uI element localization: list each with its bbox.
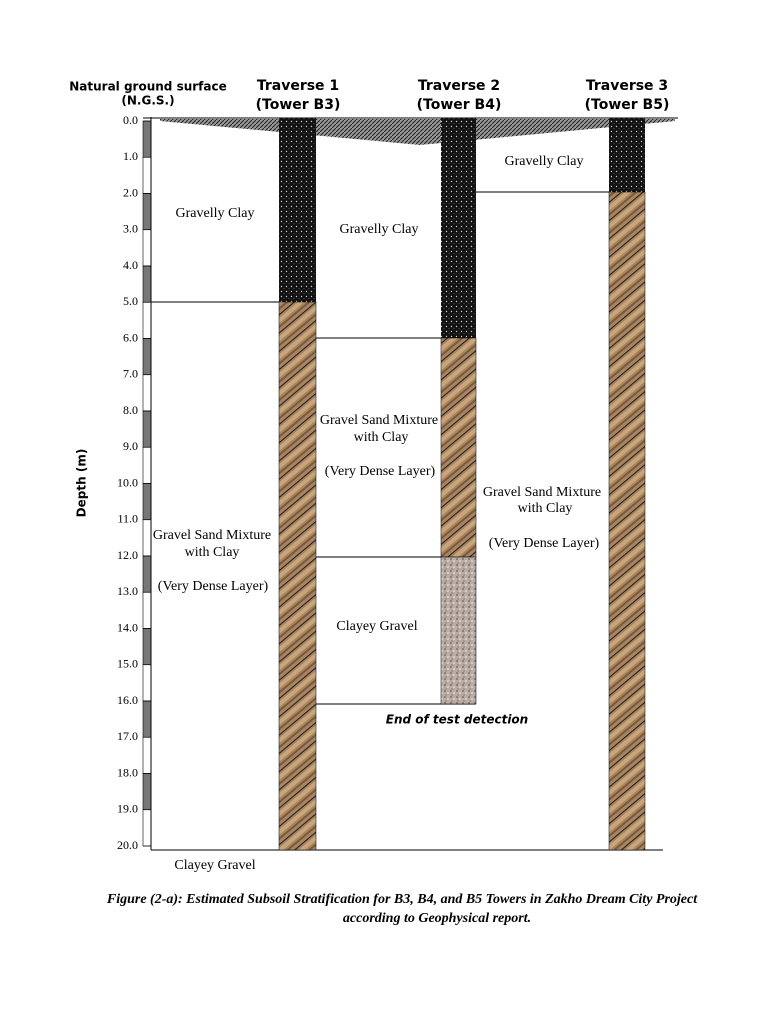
scale-segment (142, 700, 152, 738)
layer-boundaries (150, 117, 663, 851)
layer-label: Gravel Sand Mixture (483, 485, 601, 500)
depth-tick-label: 20.0 (117, 838, 138, 852)
depth-tick-label: 1.0 (123, 149, 138, 163)
traverse-name: Traverse 1 (257, 78, 339, 94)
layer-label: with Clay (185, 545, 240, 560)
depth-tick-label: 9.0 (123, 439, 138, 453)
depth-tick-label: 8.0 (123, 403, 138, 417)
scale-segment (142, 483, 152, 521)
depth-tick-label: 2.0 (123, 185, 138, 199)
depth-tick-label: 10.0 (117, 475, 138, 489)
scale-segment (142, 664, 152, 702)
tower-name: (Tower B3) (256, 97, 341, 113)
depth-tick-label: 15.0 (117, 657, 138, 671)
traverse-name: Traverse 3 (586, 78, 668, 94)
layer-label: Gravelly Clay (340, 222, 419, 237)
boring-column (608, 191, 646, 851)
depth-tick-label: 18.0 (117, 765, 138, 779)
layer-label: Clayey Gravel (174, 858, 255, 873)
boring-column (440, 337, 477, 558)
scale-segment (142, 120, 152, 158)
caption: according to Geophysical report. (343, 911, 531, 926)
depth-tick-label: 5.0 (123, 294, 138, 308)
boring-column (609, 118, 645, 192)
depth-tick-label: 7.0 (123, 367, 138, 381)
boring-column (441, 118, 476, 338)
boring-column (279, 118, 316, 302)
depth-tick-label: 0.0 (123, 113, 138, 127)
depth-tick-label: 12.0 (117, 548, 138, 562)
scale-segment (142, 265, 152, 303)
scale-segment (142, 773, 152, 811)
end-note: End of test detection (386, 713, 528, 727)
ngs-label: (N.G.S.) (121, 94, 174, 108)
depth-tick-label: 14.0 (117, 620, 138, 634)
scale-segment (142, 301, 152, 339)
layer-label: with Clay (354, 430, 409, 445)
depth-tick-label: 13.0 (117, 584, 138, 598)
depth-tick-label: 11.0 (117, 512, 138, 526)
scale-segment (142, 229, 152, 267)
scale-segment (142, 519, 152, 557)
scale-segment (142, 410, 152, 448)
depth-tick-label: 3.0 (123, 222, 138, 236)
scale-segment (142, 555, 152, 593)
layer-label: Gravelly Clay (505, 154, 584, 169)
scale-segment (142, 446, 152, 484)
layer-label: Gravel Sand Mixture (320, 413, 438, 428)
depth-scale: 0.0 1.0 2.0 3.0 4.0 5.0 6.0 7.0 8.0 9.0 10.0 11.0 12… (117, 113, 152, 852)
depth-tick-label: 17.0 (117, 729, 138, 743)
depth-tick-label: 4.0 (123, 258, 138, 272)
layer-label: (Very Dense Layer) (489, 536, 600, 551)
scale-segment (142, 809, 152, 847)
caption: Figure (2-a): Estimated Subsoil Stratifi… (106, 892, 698, 907)
boring-column (440, 556, 477, 705)
layer-label: (Very Dense Layer) (325, 464, 436, 479)
depth-tick-label: 6.0 (123, 330, 138, 344)
ngs-label: Natural ground surface (69, 80, 227, 94)
layer-label: Clayey Gravel (336, 619, 417, 634)
ground-surface (160, 119, 675, 145)
scale-segment (142, 156, 152, 194)
layer-label: with Clay (518, 501, 573, 516)
scale-segment (142, 628, 152, 666)
tower-name: (Tower B5) (585, 97, 670, 113)
layer-label: (Very Dense Layer) (158, 579, 269, 594)
boring-column (278, 301, 317, 851)
layer-label: Gravelly Clay (176, 206, 255, 221)
scale-segment (142, 374, 152, 412)
axis-label: Depth (m) (75, 449, 89, 518)
scale-segment (142, 338, 152, 376)
layer-label: Gravel Sand Mixture (153, 528, 271, 543)
scale-segment (142, 736, 152, 774)
traverse-name: Traverse 2 (418, 78, 500, 94)
scale-segment (142, 591, 152, 629)
scale-segment (142, 193, 152, 231)
depth-tick-label: 19.0 (117, 802, 138, 816)
depth-tick-label: 16.0 (117, 693, 138, 707)
tower-name: (Tower B4) (417, 97, 502, 113)
